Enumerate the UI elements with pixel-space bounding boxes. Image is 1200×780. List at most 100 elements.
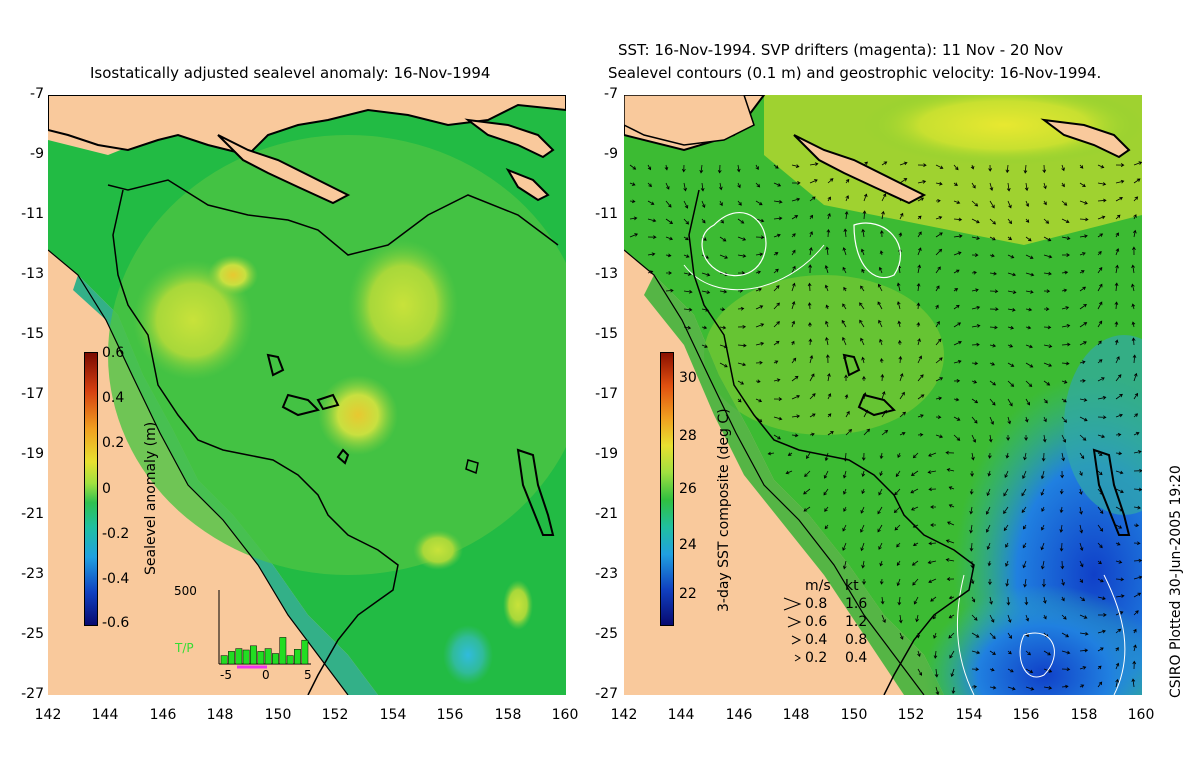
velocity-vector	[1043, 325, 1052, 330]
velocity-vector	[755, 270, 762, 275]
velocity-vector	[1132, 246, 1136, 256]
velocity-vector	[949, 650, 955, 659]
velocity-vector	[989, 614, 995, 623]
colorbar-tick: 22	[679, 586, 697, 602]
velocity-vector	[989, 650, 996, 655]
lon-label: 152	[897, 707, 925, 723]
velocity-vector	[827, 196, 831, 202]
velocity-vector	[1079, 270, 1085, 274]
velocity-vector	[1006, 434, 1010, 441]
velocity-vector	[877, 506, 883, 515]
velocity-vector	[1133, 523, 1140, 528]
velocity-vector	[928, 578, 937, 583]
velocity-vector	[1025, 398, 1030, 406]
velocity-vector	[1042, 578, 1046, 588]
velocity-vector	[934, 668, 939, 678]
velocity-vector	[773, 302, 780, 310]
histogram-bar	[286, 655, 294, 665]
velocity-vector	[915, 614, 919, 623]
velocity-vector	[1133, 178, 1141, 184]
velocity-vector	[894, 488, 901, 496]
velocity-vector	[933, 632, 937, 639]
velocity-vector	[1079, 648, 1089, 653]
velocity-vector	[989, 398, 996, 406]
velocity-vector	[911, 560, 919, 566]
velocity-vector	[1025, 344, 1033, 349]
velocity-vector	[896, 542, 901, 548]
velocity-vector	[1061, 270, 1069, 275]
velocity-vector	[913, 596, 919, 605]
velocity-vector	[1005, 164, 1010, 174]
velocity-vector	[971, 632, 980, 638]
lon-label: 144	[667, 707, 695, 723]
velocity-vector	[1079, 182, 1086, 188]
colorbar-tick: 0.6	[102, 345, 125, 361]
velocity-vector	[1043, 416, 1047, 423]
velocity-vector	[917, 668, 922, 676]
velocity-vector	[737, 182, 741, 189]
velocity-vector	[825, 246, 830, 256]
velocity-vector	[737, 362, 747, 367]
velocity-vector	[1007, 650, 1012, 655]
velocity-vector	[1043, 398, 1048, 404]
velocity-vector	[1007, 236, 1013, 241]
velocity-vector	[945, 539, 955, 544]
velocity-vector	[1024, 596, 1029, 606]
velocity-vector	[917, 163, 927, 168]
velocity-vector	[861, 356, 865, 364]
velocity-vector	[1097, 629, 1106, 634]
velocity-vector	[844, 374, 848, 381]
velocity-vector	[823, 470, 829, 479]
velocity-vector	[842, 247, 847, 256]
velocity-vector	[1043, 254, 1053, 259]
velocity-vector	[935, 164, 944, 169]
velocity-vector	[1079, 341, 1087, 346]
velocity-vector	[1097, 613, 1107, 617]
velocity-vector	[1133, 450, 1142, 454]
velocity-vector	[1060, 470, 1065, 479]
velocity-vector	[1003, 488, 1009, 497]
velocity-vector	[1133, 468, 1142, 473]
velocity-vector	[899, 373, 904, 382]
velocity-vector	[737, 380, 745, 385]
velocity-vector	[1114, 282, 1119, 292]
velocity-vector	[791, 233, 796, 238]
histogram-bar	[228, 651, 235, 665]
velocity-vector	[1079, 506, 1083, 515]
velocity-vector	[930, 523, 936, 527]
velocity-vector	[989, 667, 995, 672]
velocity-vector	[737, 324, 747, 329]
velocity-vector	[755, 200, 763, 206]
velocity-vector	[899, 178, 908, 184]
shelf-contour	[107, 179, 559, 256]
velocity-vector	[971, 452, 975, 461]
velocity-vector	[1024, 434, 1028, 441]
velocity-vector	[785, 470, 793, 475]
histogram-bar	[242, 649, 250, 665]
histogram-bar	[264, 648, 272, 665]
velocity-vector	[953, 217, 963, 222]
velocity-vector	[719, 325, 727, 330]
velocity-vector	[861, 228, 866, 238]
velocity-vector	[647, 182, 652, 188]
velocity-vector	[935, 266, 941, 274]
velocity-vector	[717, 164, 722, 174]
velocity-vector	[1133, 644, 1137, 652]
velocity-vector	[879, 358, 884, 364]
velocity-vector	[791, 340, 795, 346]
colorbar-tick: -0.2	[102, 526, 130, 542]
velocity-vector	[894, 524, 901, 531]
velocity-vector	[825, 320, 829, 328]
velocity-vector	[1115, 248, 1120, 256]
velocity-vector	[1115, 356, 1120, 364]
velocity-vector	[791, 414, 801, 419]
velocity-vector	[917, 414, 924, 418]
velocity-vector	[1061, 324, 1071, 328]
velocity-vector	[808, 338, 813, 346]
velocity-vector	[1061, 650, 1071, 655]
velocity-vector	[1115, 628, 1122, 634]
velocity-vector	[917, 215, 922, 220]
velocity-vector	[988, 164, 993, 172]
velocity-vector	[1131, 678, 1136, 688]
lat-label: -19	[595, 446, 618, 462]
